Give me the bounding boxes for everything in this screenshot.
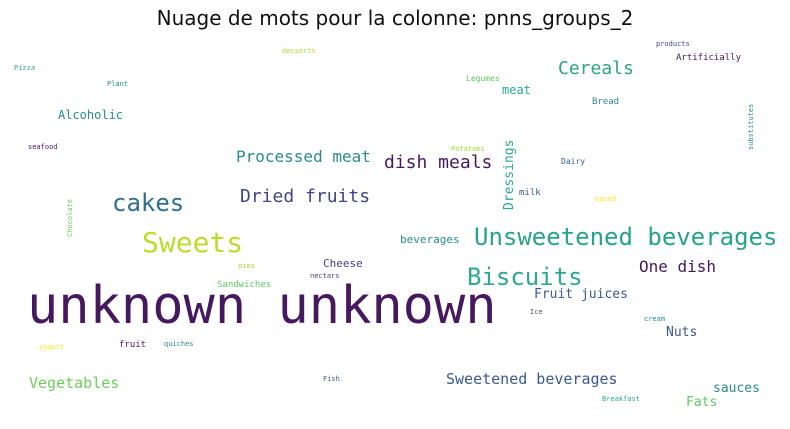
word-pizza: Pizza (14, 64, 35, 72)
word-fats: Fats (686, 395, 717, 410)
word-beverages: beverages (400, 233, 460, 246)
word-yogurt: yogurt (39, 343, 64, 351)
word-plant: Plant (107, 80, 128, 88)
word-sandwiches: Sandwiches (217, 280, 271, 290)
word-dried-fruits: Dried fruits (240, 186, 370, 207)
word-quiches: quiches (164, 340, 194, 348)
chart-title: Nuage de mots pour la colonne: pnns_grou… (156, 6, 634, 30)
word-sweetened-beverages: Sweetened beverages (446, 370, 618, 388)
word-nectars: nectars (310, 272, 340, 280)
word-dish-meals: dish meals (384, 152, 492, 173)
word-unsweetened-beverages: Unsweetened beverages (474, 223, 777, 251)
word-chocolate: Chocolate (66, 199, 74, 237)
word-one-dish: One dish (639, 257, 716, 276)
word-meat: meat (502, 83, 531, 97)
word-artificially: Artificially (676, 53, 742, 63)
word-pies: pies (238, 262, 255, 270)
word-cakes: cakes (112, 189, 184, 217)
word-vegetables: Vegetables (29, 374, 119, 392)
word-fruit: fruit (119, 340, 146, 350)
word-bread: Bread (592, 97, 619, 107)
word-fish: Fish (323, 375, 340, 383)
word-cream: cream (644, 315, 665, 323)
word-legumes: Legumes (466, 74, 500, 83)
word-breakfast: Breakfast (602, 395, 640, 403)
word-desserts: desserts (282, 47, 316, 55)
word-nuts: Nuts (666, 325, 697, 340)
word-cheese: Cheese (323, 257, 363, 270)
word-seafood: seafood (28, 143, 58, 151)
word-sauces: sauces (713, 381, 760, 396)
word-based: based (595, 195, 616, 203)
word-products: products (656, 40, 690, 48)
word-biscuits: Biscuits (467, 263, 583, 291)
word-dressings: Dressings (502, 140, 517, 210)
word-potatoes: Potatoes (451, 145, 485, 153)
word-milk: milk (519, 188, 541, 198)
word-processed-meat: Processed meat (236, 147, 371, 166)
word-cloud: unknown unknown Unsweetened beverages Swee… (14, 40, 777, 410)
word-substitutes: substitutes (747, 104, 755, 150)
word-alcoholic: Alcoholic (58, 108, 123, 122)
word-sweets: Sweets (142, 226, 243, 259)
word-ice: Ice (530, 308, 543, 316)
word-unknown-unknown: unknown unknown (27, 276, 497, 336)
word-cereals: Cereals (558, 58, 634, 79)
word-fruit-juices: Fruit juices (534, 287, 628, 302)
word-dairy: Dairy (561, 157, 585, 166)
